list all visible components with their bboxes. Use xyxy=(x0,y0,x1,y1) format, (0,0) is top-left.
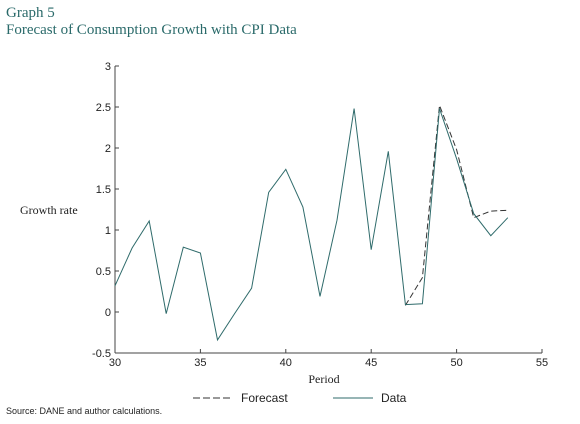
x-tick-label: 50 xyxy=(450,357,462,369)
y-axis-label: Growth rate xyxy=(20,203,78,217)
legend: Forecast Data xyxy=(193,391,407,405)
axes xyxy=(114,66,542,354)
legend-label-forecast: Forecast xyxy=(241,391,288,405)
y-tick-label: 0 xyxy=(105,307,111,319)
series-line-data xyxy=(114,108,509,342)
series-layer xyxy=(114,105,509,342)
y-tick-label: 2.5 xyxy=(96,102,111,114)
y-tick-label: 1 xyxy=(105,225,111,237)
legend-label-data: Data xyxy=(381,391,407,405)
x-tick-label: 40 xyxy=(280,357,292,369)
x-axis-label: Period xyxy=(308,372,339,386)
graph-number: Graph 5 xyxy=(6,5,55,21)
x-tick-label: 35 xyxy=(194,357,206,369)
y-tick-label: 3 xyxy=(105,61,111,73)
source-note: Source: DANE and author calculations. xyxy=(6,406,163,416)
x-tick-label: 45 xyxy=(365,357,377,369)
y-tick-label: 0.5 xyxy=(96,266,111,278)
series-line-forecast xyxy=(404,105,508,306)
y-tick-label: 1.5 xyxy=(96,184,111,196)
y-tick-label: -0.5 xyxy=(92,348,111,360)
y-tick-label: 2 xyxy=(105,143,111,155)
x-tick-label: 30 xyxy=(109,357,121,369)
x-tick-label: 55 xyxy=(536,357,548,369)
tick-group: 30 35 40 45 50 55 -0.5 0 0.5 1 1.5 2 2.5 3 xyxy=(92,61,548,369)
chart-title: Forecast of Consumption Growth with CPI … xyxy=(6,22,297,38)
